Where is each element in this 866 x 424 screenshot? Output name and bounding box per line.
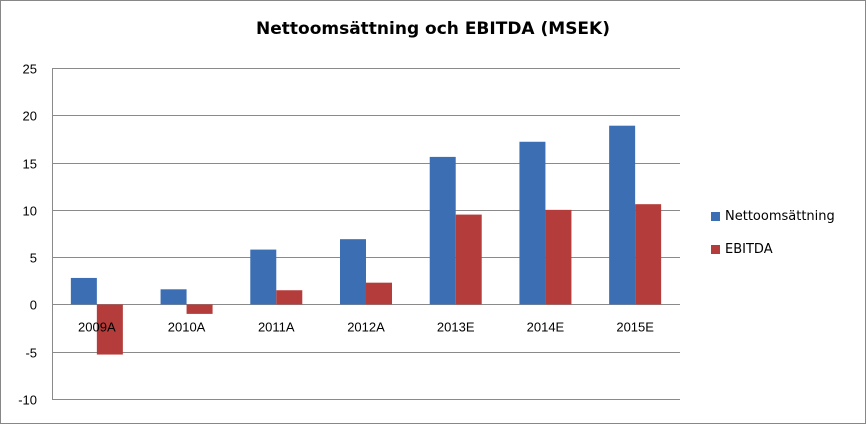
bar-nettoomsattning-2012A xyxy=(340,239,366,305)
bar-ebitda-2014E xyxy=(545,209,572,305)
y-tick-label: 5 xyxy=(30,251,37,266)
x-tick-label: 2012A xyxy=(347,319,385,334)
legend-swatch-nettoomsattning xyxy=(711,211,720,221)
x-tick-label: 2014E xyxy=(527,319,565,334)
bar-nettoomsattning-2013E xyxy=(429,156,456,305)
bars xyxy=(70,125,662,355)
x-tick-label: 2015E xyxy=(616,319,654,334)
bar-nettoomsattning-2015E xyxy=(609,125,636,305)
y-tick-label: -5 xyxy=(25,346,37,361)
bar-nettoomsattning-2010A xyxy=(160,289,187,305)
bar-ebitda-2010A xyxy=(186,304,213,314)
bar-ebitda-2011A xyxy=(276,290,303,305)
legend-item-ebitda: EBITDA xyxy=(711,239,835,259)
bar-ebitda-2013E xyxy=(455,214,482,305)
y-tick-label: 0 xyxy=(30,298,37,313)
x-tick-label: 2011A xyxy=(258,319,295,334)
y-tick-label: 10 xyxy=(23,204,37,219)
legend-swatch-ebitda xyxy=(711,244,720,254)
x-axis-ticks: 2009A 2010A 2011A 2012A 2013E 2014E 2015E xyxy=(78,319,654,334)
y-axis-ticks: -10 -5 0 5 10 15 20 25 xyxy=(18,62,37,408)
legend-label-nettoomsattning: Nettoomsättning xyxy=(725,208,835,224)
y-tick-label: 15 xyxy=(23,157,37,172)
bar-ebitda-2009A xyxy=(96,304,123,355)
bar-nettoomsattning-2009A xyxy=(70,277,97,305)
x-tick-label: 2009A xyxy=(78,319,116,334)
y-tick-label: 25 xyxy=(23,62,37,77)
bar-ebitda-2012A xyxy=(366,282,392,305)
legend-label-ebitda: EBITDA xyxy=(725,241,773,257)
legend: Nettoomsättning EBITDA xyxy=(711,206,835,272)
legend-item-nettoomsattning: Nettoomsättning xyxy=(711,206,835,226)
x-tick-label: 2010A xyxy=(168,319,206,334)
gridlines xyxy=(52,68,680,400)
x-tick-label: 2013E xyxy=(437,319,475,334)
bar-nettoomsattning-2014E xyxy=(519,141,546,305)
chart-title: Nettoomsättning och EBITDA (MSEK) xyxy=(256,19,610,39)
y-tick-label: -10 xyxy=(18,393,37,408)
bar-ebitda-2015E xyxy=(635,204,662,305)
y-tick-label: 20 xyxy=(23,109,37,124)
bar-nettoomsattning-2011A xyxy=(250,249,277,305)
